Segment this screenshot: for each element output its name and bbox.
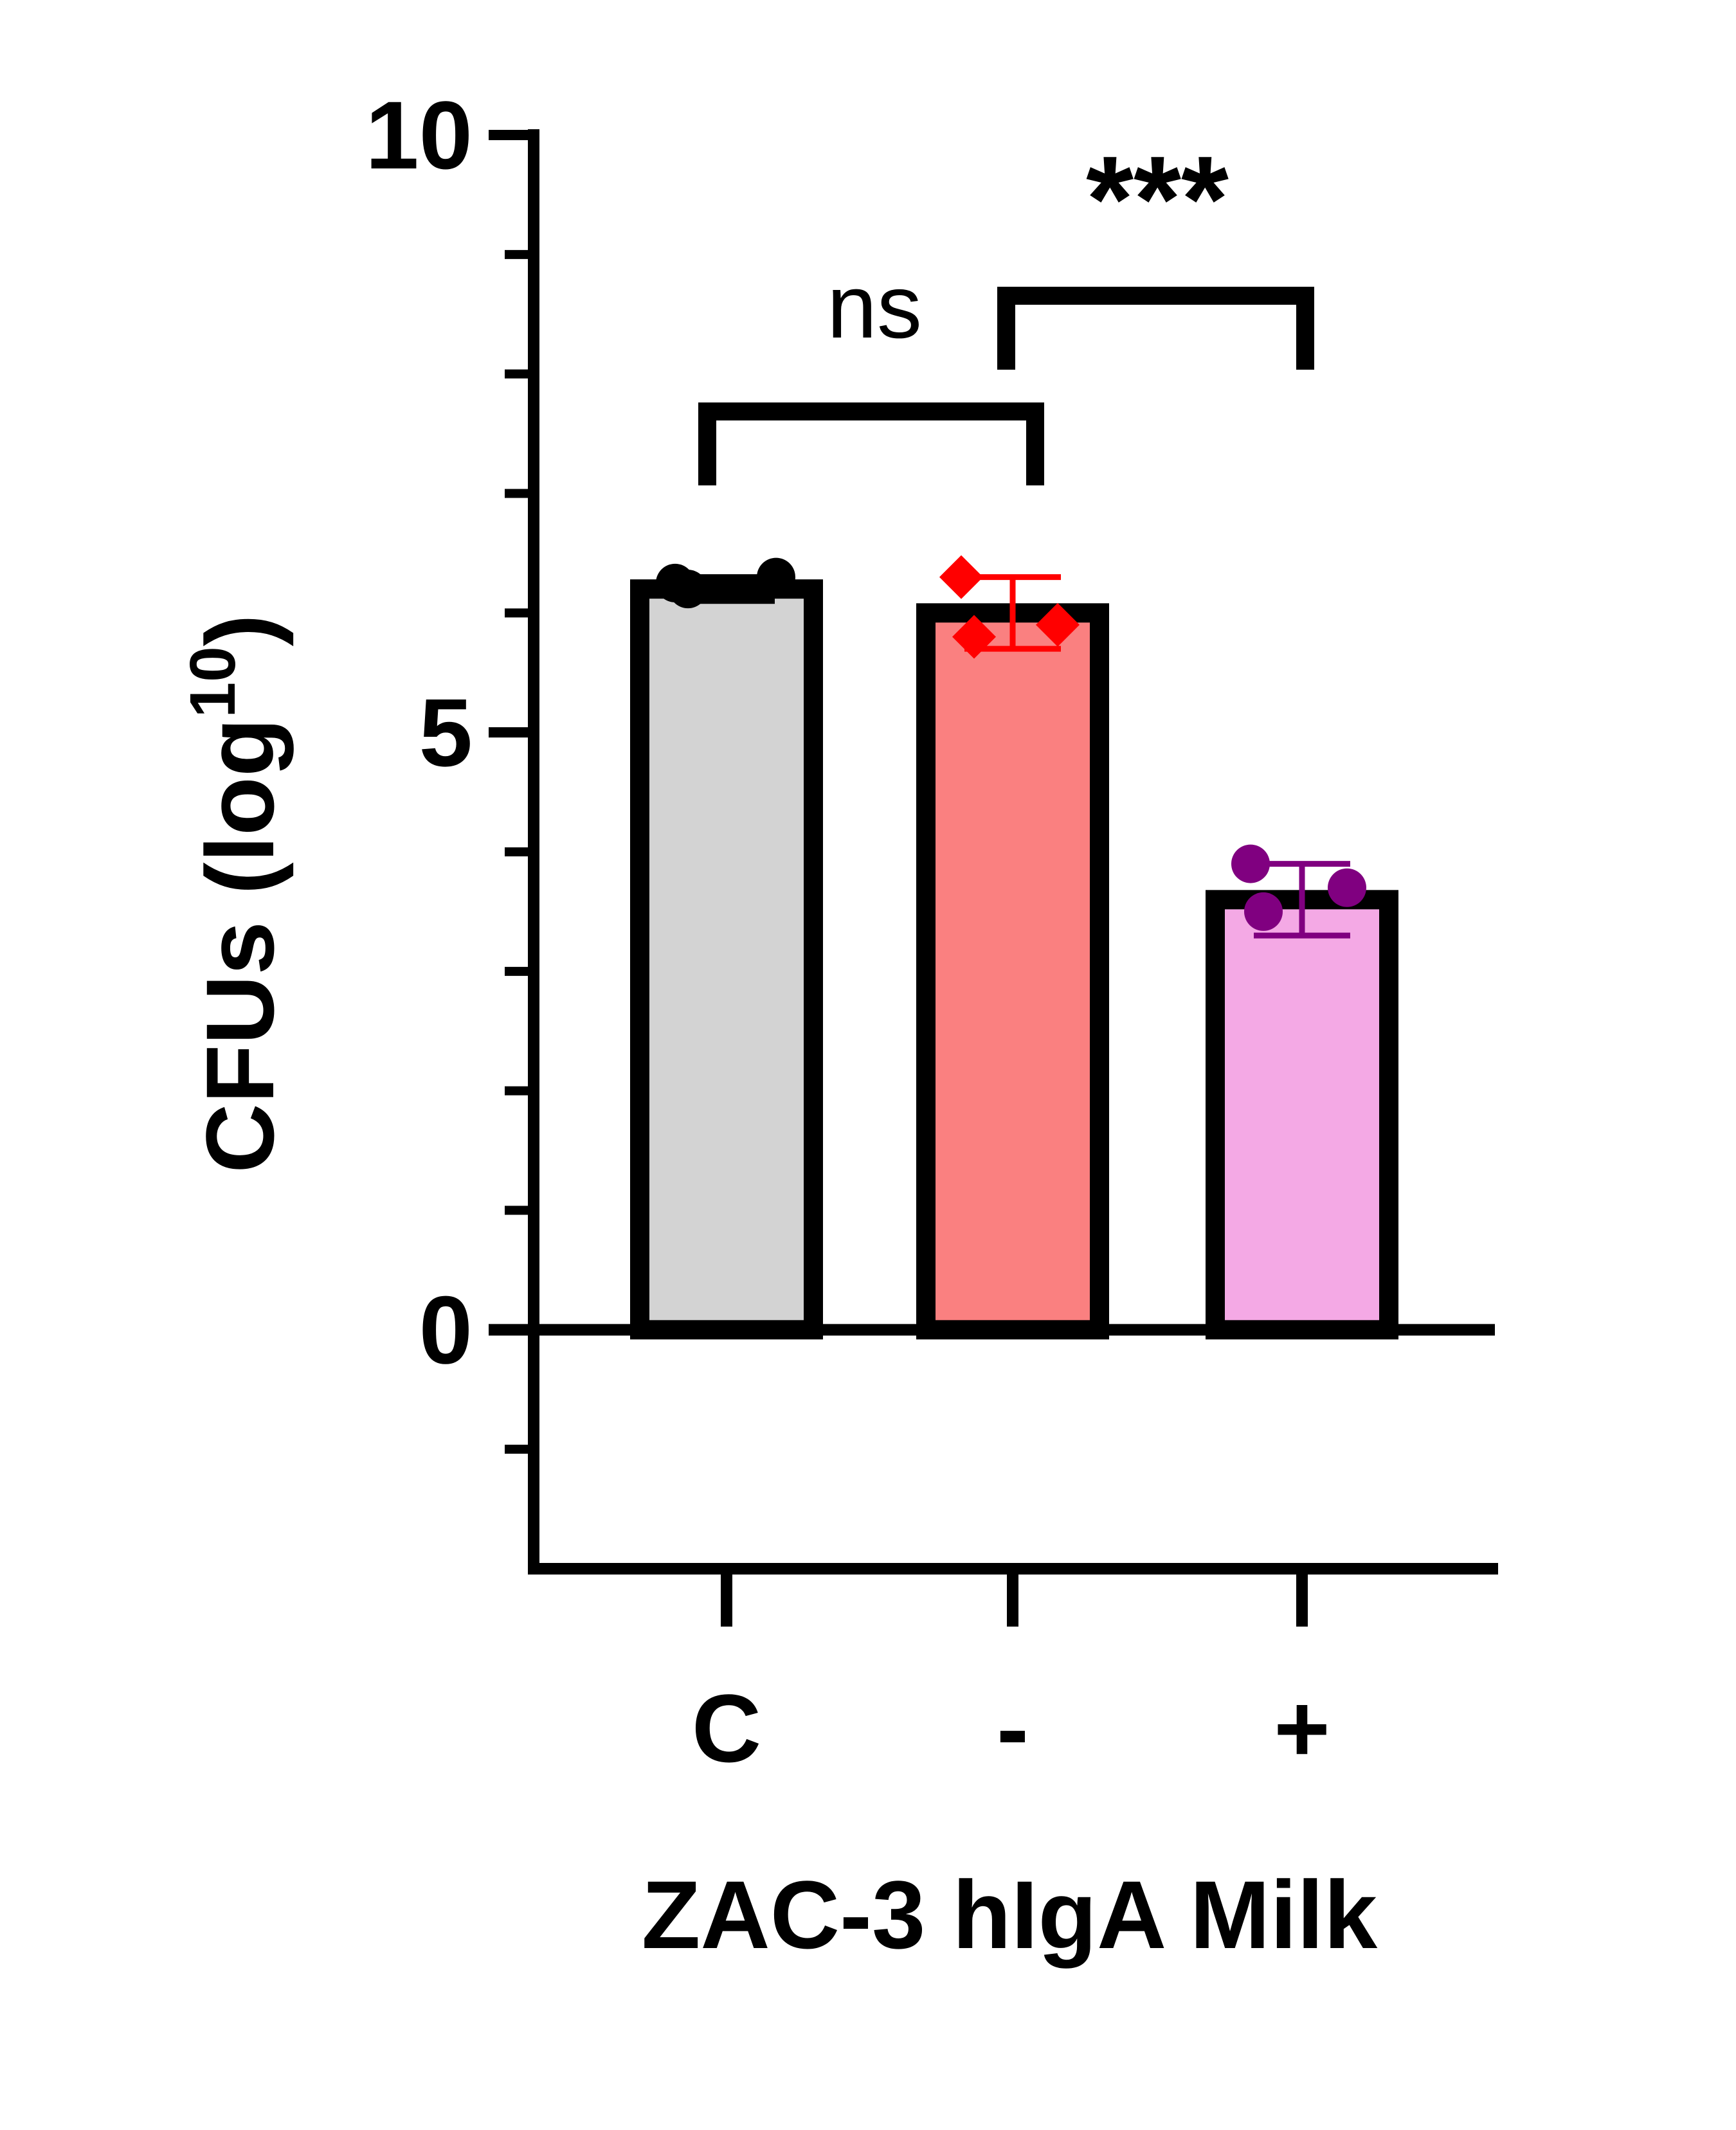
bar [1206, 890, 1398, 1340]
data-point [1231, 844, 1270, 883]
data-point [757, 557, 795, 597]
significance-label: ns [827, 256, 922, 357]
x-ticks: C - + [692, 1569, 1330, 1782]
bar [630, 579, 823, 1340]
x-tick-label: C [692, 1674, 761, 1782]
data-points [656, 555, 1366, 931]
bar [916, 603, 1109, 1340]
significance-brackets: ns *** [698, 131, 1314, 485]
data-point [1328, 868, 1366, 907]
data-point [952, 615, 996, 659]
y-axis-title: CFUs (log10) [177, 614, 294, 1173]
x-axis-title: ZAC-3 hIgA Milk [642, 1861, 1378, 1969]
x-axis: C - + [489, 1324, 1498, 1782]
y-minor-ticks [505, 249, 534, 1454]
data-point [1244, 892, 1283, 931]
data-point [669, 570, 707, 609]
y-axis-title-main: CFUs (log [186, 718, 294, 1173]
significance-bracket [997, 287, 1314, 370]
significance-bracket [698, 402, 1044, 485]
y-axis-title-close: ) [186, 614, 294, 646]
y-major-ticks: 0 5 10 [365, 81, 534, 1384]
x-tick-label: - [997, 1674, 1029, 1782]
y-tick-label: 0 [419, 1276, 473, 1384]
y-tick-label: 10 [365, 81, 473, 189]
data-point [1036, 602, 1080, 647]
y-tick-label: 5 [419, 678, 473, 786]
y-axis-title-sup: 10 [177, 646, 249, 718]
y-axis: 0 5 10 [365, 81, 539, 1575]
x-tick-label: + [1274, 1674, 1330, 1782]
significance-label: *** [1086, 131, 1229, 267]
data-point [939, 555, 983, 599]
bars [630, 579, 1398, 1340]
